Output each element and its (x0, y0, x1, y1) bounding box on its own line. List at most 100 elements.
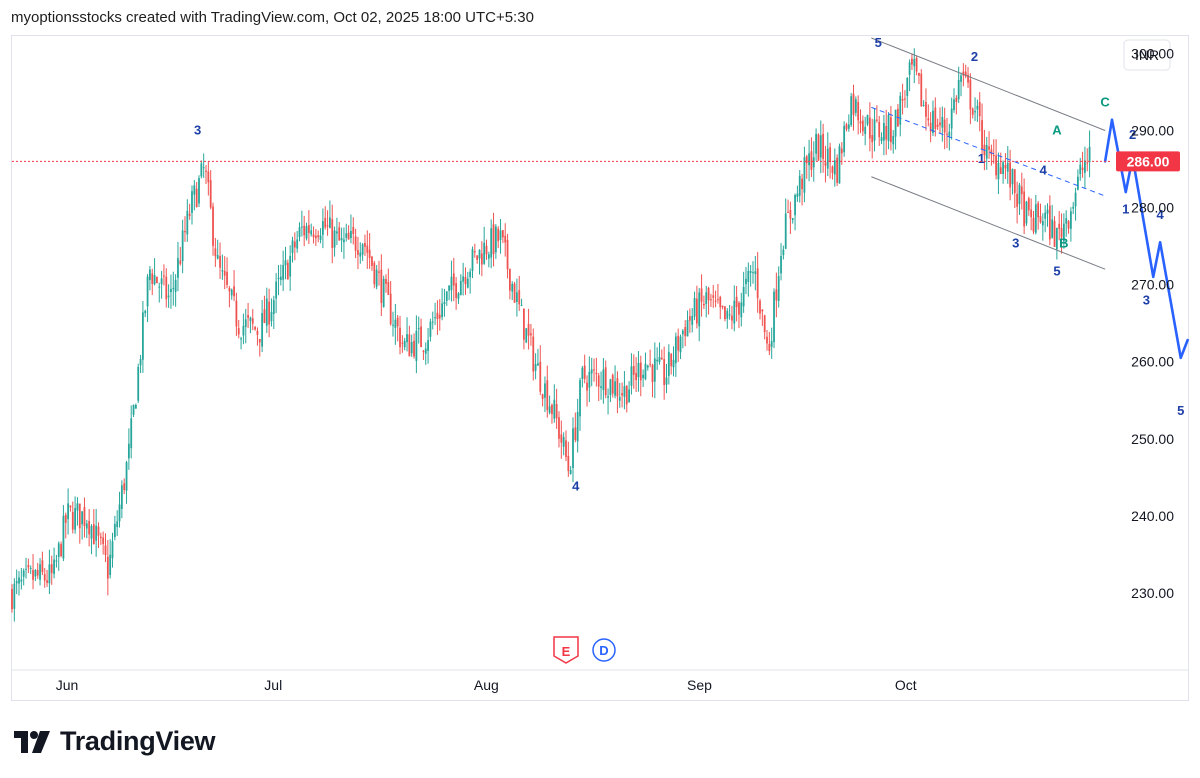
candle-body (11, 589, 13, 610)
candle-body (717, 299, 719, 301)
candle-body (1034, 204, 1037, 233)
candle-body (576, 412, 579, 442)
candle-body (1067, 221, 1070, 229)
candle-body (263, 309, 266, 323)
candle-body (438, 314, 441, 319)
candle-body (99, 536, 102, 539)
candle-body (714, 300, 717, 302)
candle-body (1037, 203, 1040, 218)
candle-body (326, 225, 329, 227)
candle-body (719, 296, 722, 308)
candle-body (850, 96, 853, 126)
candle-body (244, 319, 247, 327)
candle-body (291, 240, 294, 253)
candle-body (170, 288, 172, 293)
candle-body (969, 79, 972, 110)
candle-body (403, 340, 406, 348)
candle-body (156, 276, 158, 284)
candle-body (319, 235, 322, 240)
candle-body (672, 359, 675, 368)
candle-body (990, 149, 993, 155)
candle-body (81, 511, 84, 525)
candle-body (995, 155, 997, 176)
candle-body (1081, 167, 1084, 171)
candle-body (139, 359, 142, 366)
corrective-wave-label: A (1052, 122, 1062, 137)
candle-body (29, 568, 32, 570)
candle-body (92, 524, 95, 544)
candle-body (742, 286, 745, 307)
candle-body (1009, 162, 1012, 188)
candle-body (679, 336, 682, 353)
candle-body (1055, 227, 1058, 250)
candle-body (464, 276, 467, 285)
candle-body (221, 270, 224, 272)
candle-body (223, 270, 226, 276)
candle-body (555, 404, 558, 419)
candle-body (209, 180, 212, 208)
earnings-event-icon[interactable]: E (553, 636, 579, 664)
candle-body (39, 564, 41, 580)
candle-body (777, 276, 780, 301)
candle-body (691, 315, 694, 325)
candle-body (600, 386, 602, 388)
candle-body (336, 231, 338, 234)
candle-body (256, 330, 259, 335)
candle-body (546, 380, 549, 411)
candle-body (798, 175, 801, 196)
candle-body (518, 290, 521, 305)
chart-title: myoptionsstocks created with TradingView… (11, 9, 534, 26)
candle-body (445, 291, 448, 301)
tradingview-logo[interactable]: TradingView (14, 726, 216, 757)
candle-body (532, 336, 535, 372)
candle-body (1058, 223, 1061, 229)
candle-body (1002, 162, 1004, 174)
candle-body (712, 295, 715, 298)
candle-body (387, 281, 390, 295)
candle-body (962, 71, 965, 76)
candle-body (441, 303, 443, 318)
candle-body (868, 117, 871, 139)
candle-body (635, 373, 638, 381)
candle-body (305, 226, 308, 239)
candle-body (57, 543, 60, 558)
candle-body (906, 78, 909, 96)
candle-body (880, 137, 883, 142)
dividend-event-icon[interactable]: D (592, 638, 616, 662)
candle-body (455, 283, 458, 298)
x-axis: Jun Jul Aug Sep Oct (56, 677, 917, 693)
candle-body (925, 102, 927, 117)
candle-body (345, 233, 348, 238)
candle-body (651, 364, 654, 383)
candle-body (13, 583, 16, 609)
candle-body (875, 119, 878, 121)
candle-body (1072, 206, 1075, 209)
candle-body (639, 362, 642, 381)
candle-body (824, 162, 827, 166)
candle-body (890, 117, 892, 143)
candle-body (922, 105, 925, 107)
candle-body (688, 316, 691, 321)
candle-body (749, 271, 752, 273)
candle-body (586, 382, 588, 391)
y-tick-label: 230.00 (1131, 585, 1174, 601)
currency-button[interactable] (1123, 39, 1171, 71)
y-tick-label: 260.00 (1131, 354, 1174, 370)
currency-button-label[interactable]: INR (1135, 47, 1159, 63)
candle-body (469, 271, 472, 278)
wave-count-label: 1 (1122, 202, 1129, 217)
x-tick-label: Jul (264, 677, 282, 693)
candle-body (791, 218, 794, 221)
candle-body (964, 71, 967, 77)
candle-body (492, 224, 495, 255)
candle-body (511, 283, 514, 292)
candle-body (833, 160, 836, 175)
candle-body (303, 225, 306, 236)
candle-body (1062, 223, 1065, 242)
candle-body (871, 135, 874, 143)
candle-body (826, 148, 829, 169)
candle-body (153, 275, 156, 285)
candle-body (840, 148, 843, 154)
candle-body (146, 276, 149, 307)
